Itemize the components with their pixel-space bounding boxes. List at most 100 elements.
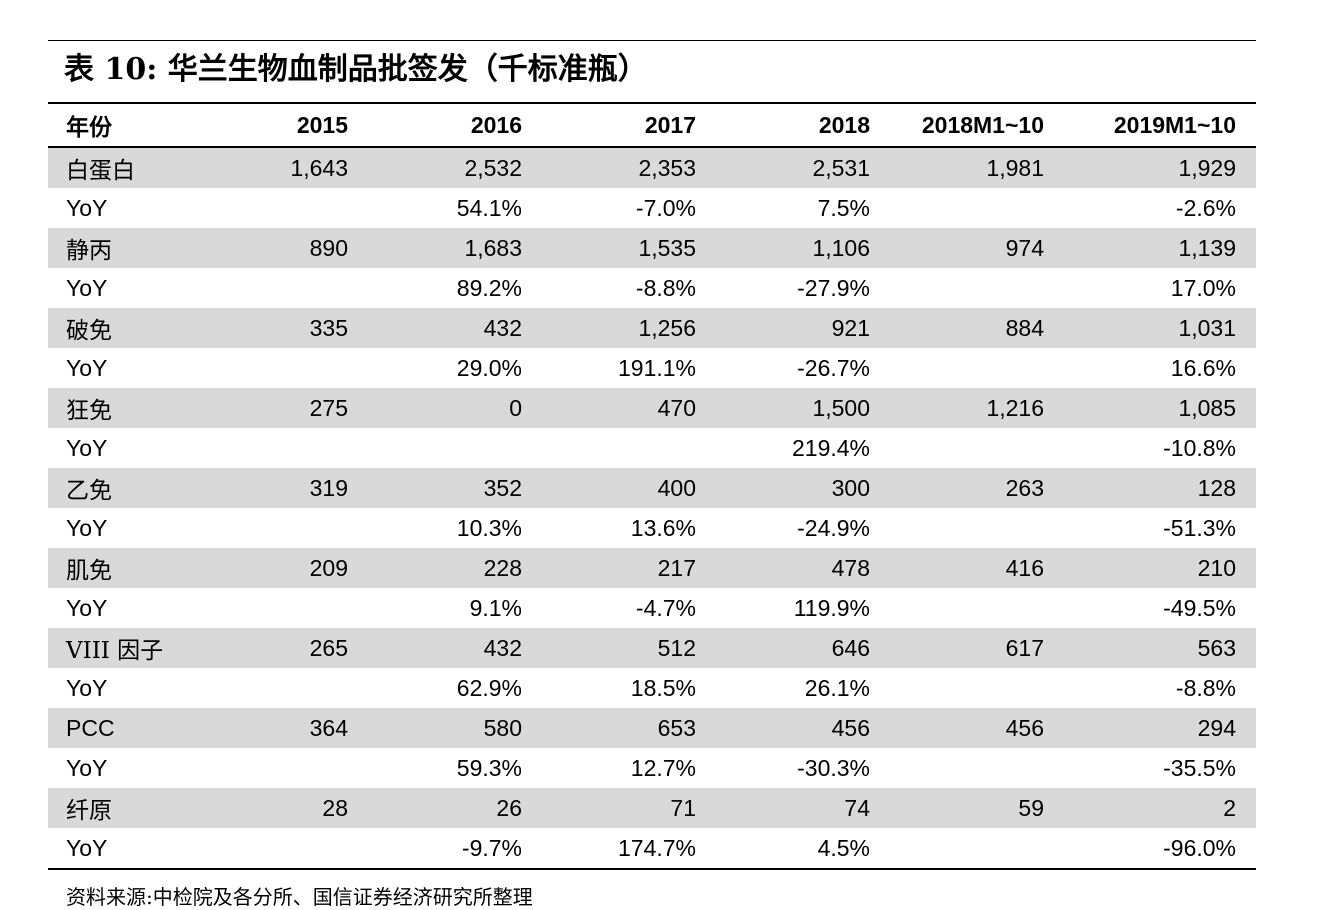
header-cell: 2018M1~10 bbox=[890, 104, 1064, 148]
table-cell: -4.7% bbox=[635, 594, 696, 621]
data-table: 年份 2015 2016 2017 2018 2018M1~10 2019M1~… bbox=[48, 104, 1256, 870]
table-cell: 0 bbox=[368, 388, 542, 428]
table-cell: -8.8% bbox=[635, 274, 696, 301]
row-label: YoY bbox=[66, 194, 108, 221]
table-cell: 2 bbox=[1064, 788, 1256, 828]
header-cell: 2018 bbox=[716, 104, 890, 148]
table-cell bbox=[238, 508, 368, 548]
table-cell: 300 bbox=[716, 468, 890, 508]
table-cell: 335 bbox=[238, 308, 368, 348]
table-cell: 352 bbox=[368, 468, 542, 508]
table-row: YoY -9.7% 174.7% 4.5% -96.0% bbox=[48, 828, 1256, 870]
table-cell: 62.9% bbox=[456, 674, 522, 701]
table-cell bbox=[890, 268, 1064, 308]
table-cell: -7.0% bbox=[635, 194, 696, 221]
table-cell: 1,500 bbox=[716, 388, 890, 428]
table-cell bbox=[890, 188, 1064, 228]
table-cell bbox=[890, 348, 1064, 388]
table-row: 纤原 28 26 71 74 59 2 bbox=[48, 788, 1256, 828]
header-cell: 2017 bbox=[542, 104, 716, 148]
table-row: VIII 因子 265 432 512 646 617 563 bbox=[48, 628, 1256, 668]
table-cell: 71 bbox=[542, 788, 716, 828]
table-cell: 26 bbox=[368, 788, 542, 828]
table-cell bbox=[238, 748, 368, 788]
row-label: YoY bbox=[48, 828, 238, 870]
row-label: YoY bbox=[66, 514, 108, 541]
table-cell: 17.0% bbox=[1170, 274, 1236, 301]
row-label: VIII 因子 bbox=[48, 628, 238, 668]
table-cell: 18.5% bbox=[630, 674, 696, 701]
table-cell: 580 bbox=[368, 708, 542, 748]
table-cell: 219.4% bbox=[791, 434, 870, 461]
table-cell: 12.7% bbox=[630, 754, 696, 781]
table-row: YoY 54.1% -7.0% 7.5% -2.6% bbox=[48, 188, 1256, 228]
row-label: 破免 bbox=[48, 308, 238, 348]
table-cell: -24.9% bbox=[797, 514, 870, 541]
table-cell: 1,256 bbox=[542, 308, 716, 348]
row-label: YoY bbox=[66, 434, 108, 461]
row-label: 肌免 bbox=[48, 548, 238, 588]
table-cell bbox=[238, 428, 368, 468]
title-rule bbox=[48, 102, 1256, 104]
table-cell: 1,085 bbox=[1064, 388, 1256, 428]
table-cell: 26.1% bbox=[804, 674, 870, 701]
table-cell: 294 bbox=[1064, 708, 1256, 748]
table-cell: -10.8% bbox=[1163, 434, 1236, 461]
table-cell: 1,106 bbox=[716, 228, 890, 268]
row-label: 乙免 bbox=[48, 468, 238, 508]
table-cell: 1,981 bbox=[890, 147, 1064, 188]
table-cell: 890 bbox=[238, 228, 368, 268]
table-cell: 265 bbox=[238, 628, 368, 668]
table-cell bbox=[890, 748, 1064, 788]
row-label: 纤原 bbox=[48, 788, 238, 828]
table-cell: 974 bbox=[890, 228, 1064, 268]
table-row: 破免 335 432 1,256 921 884 1,031 bbox=[48, 308, 1256, 348]
table-cell: 1,139 bbox=[1064, 228, 1256, 268]
table-cell: 921 bbox=[716, 308, 890, 348]
table-cell: 432 bbox=[368, 308, 542, 348]
header-cell: 年份 bbox=[48, 104, 238, 148]
table-cell: 210 bbox=[1064, 548, 1256, 588]
table-cell: -51.3% bbox=[1163, 514, 1236, 541]
table-cell: 59 bbox=[890, 788, 1064, 828]
table-cell: 263 bbox=[890, 468, 1064, 508]
table-title: 表 10: 华兰生物血制品批签发（千标准瓶） bbox=[64, 52, 648, 87]
table-cell bbox=[890, 428, 1064, 468]
table-cell: 400 bbox=[542, 468, 716, 508]
table-cell: 1,683 bbox=[368, 228, 542, 268]
table-cell: -9.7% bbox=[368, 828, 542, 870]
table-cell: 653 bbox=[542, 708, 716, 748]
table-cell: 563 bbox=[1064, 628, 1256, 668]
table-row: YoY 9.1% -4.7% 119.9% -49.5% bbox=[48, 588, 1256, 628]
table-cell: 1,929 bbox=[1064, 147, 1256, 188]
row-label: YoY bbox=[66, 594, 108, 621]
table-cell: -49.5% bbox=[1163, 594, 1236, 621]
table-cell: 512 bbox=[542, 628, 716, 668]
table-cell: 174.7% bbox=[542, 828, 716, 870]
table-cell: 128 bbox=[1064, 468, 1256, 508]
table-cell: 275 bbox=[238, 388, 368, 428]
table-cell: 89.2% bbox=[456, 274, 522, 301]
table-cell: 416 bbox=[890, 548, 1064, 588]
table-row: 肌免 209 228 217 478 416 210 bbox=[48, 548, 1256, 588]
table-cell: 364 bbox=[238, 708, 368, 748]
table-cell bbox=[238, 828, 368, 870]
row-label: PCC bbox=[48, 708, 238, 748]
header-cell: 2016 bbox=[368, 104, 542, 148]
header-row: 年份 2015 2016 2017 2018 2018M1~10 2019M1~… bbox=[48, 104, 1256, 148]
table-cell: 2,353 bbox=[542, 147, 716, 188]
top-rule bbox=[48, 40, 1256, 41]
table-cell: 13.6% bbox=[630, 514, 696, 541]
table-cell: -8.8% bbox=[1175, 674, 1236, 701]
table-cell bbox=[890, 668, 1064, 708]
row-label: 白蛋白 bbox=[48, 147, 238, 188]
table-cell bbox=[890, 508, 1064, 548]
row-label: YoY bbox=[66, 674, 108, 701]
table-cell: 119.9% bbox=[793, 594, 870, 621]
table-row: YoY 89.2% -8.8% -27.9% 17.0% bbox=[48, 268, 1256, 308]
row-label: YoY bbox=[66, 354, 108, 381]
table-cell: 2,531 bbox=[716, 147, 890, 188]
table-cell: -35.5% bbox=[1163, 754, 1236, 781]
row-label: 狂免 bbox=[48, 388, 238, 428]
table-cell: 16.6% bbox=[1170, 354, 1236, 381]
